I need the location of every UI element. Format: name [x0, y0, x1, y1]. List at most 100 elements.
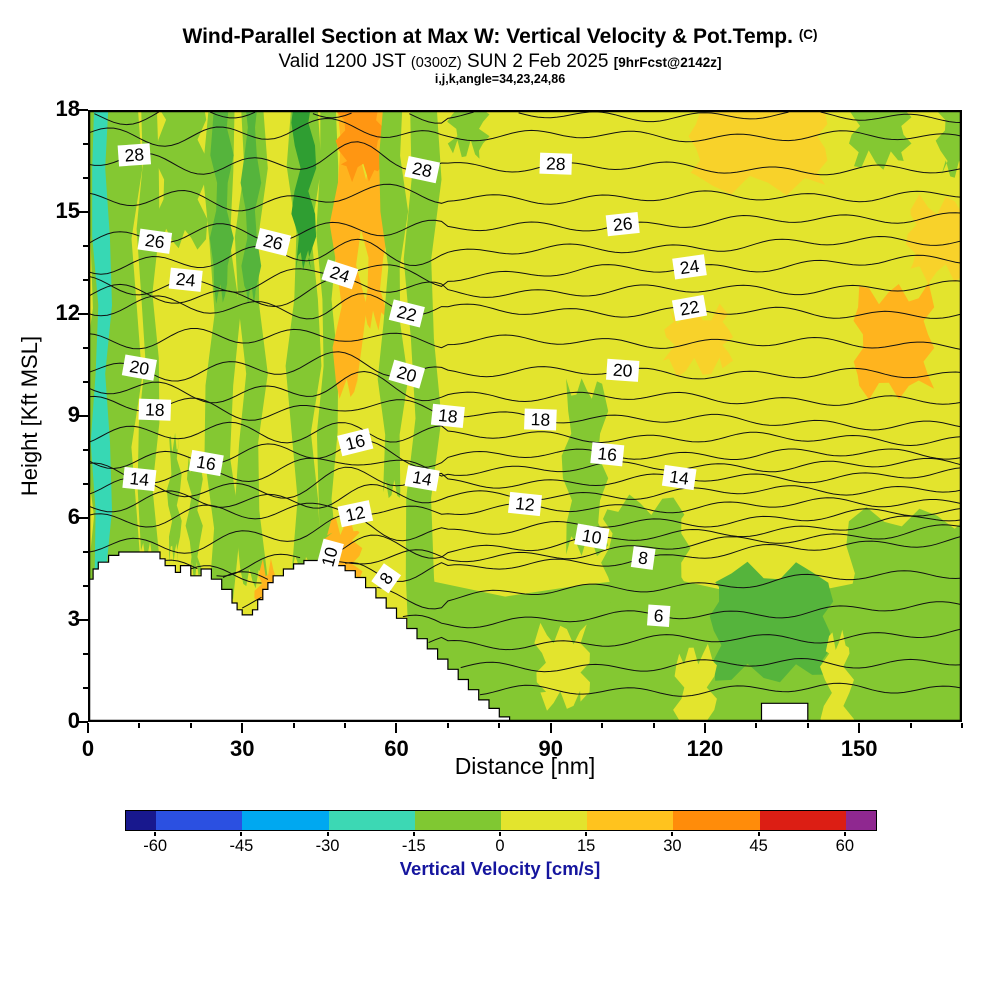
contour-line: [165, 515, 962, 577]
fill-region: [709, 561, 834, 683]
fill-region: [291, 110, 317, 271]
colorbar-segment: [156, 811, 243, 830]
colorbar-tick: [154, 832, 157, 836]
x-tick-label: 60: [384, 736, 409, 761]
colorbar-tick: [499, 832, 501, 836]
colorbar-tick: [843, 832, 846, 836]
svg-text:20: 20: [612, 360, 633, 381]
fill-region: [849, 110, 912, 170]
colorbar-segment: [126, 811, 157, 830]
colorbar-segment: [328, 811, 415, 830]
fill-region: [688, 110, 828, 196]
chart-title-text: Wind-Parallel Section at Max W: Vertical…: [182, 25, 793, 48]
svg-text:14: 14: [668, 466, 690, 489]
y-tick: [78, 415, 88, 417]
y-tick: [83, 687, 88, 689]
fill-region: [154, 110, 208, 250]
svg-text:12: 12: [514, 493, 535, 515]
contour-label: 28: [404, 156, 441, 184]
x-tick: [601, 723, 604, 728]
contour-line: [479, 682, 962, 697]
contour-line: [88, 235, 962, 275]
fill-region: [234, 110, 268, 589]
x-tick: [549, 723, 552, 733]
contour-label: 22: [388, 299, 425, 328]
contour-label: 20: [388, 359, 426, 389]
svg-text:28: 28: [546, 153, 566, 174]
svg-text:10: 10: [580, 525, 603, 548]
colorbar-tick-label: -30: [315, 837, 340, 855]
x-tick-label: 0: [81, 736, 95, 761]
colorbar-segment: [500, 811, 588, 830]
svg-text:22: 22: [678, 296, 701, 319]
colorbar-segment: [414, 811, 501, 830]
svg-text:16: 16: [597, 443, 618, 465]
y-tick: [83, 449, 88, 451]
contour-label: 26: [137, 228, 173, 254]
x-tick: [652, 723, 655, 728]
contour-line: [88, 507, 962, 554]
contour-label: 14: [122, 466, 157, 492]
svg-text:18: 18: [530, 409, 550, 430]
fill-region: [403, 110, 442, 669]
contour-label: 24: [168, 267, 203, 292]
contour-line: [88, 117, 962, 147]
contour-label: 12: [337, 500, 374, 528]
fill-region: [185, 452, 203, 581]
x-tick-label: 30: [229, 736, 255, 761]
y-tick-label: 15: [55, 198, 80, 223]
svg-text:16: 16: [195, 451, 218, 474]
svg-text:26: 26: [144, 230, 166, 253]
x-tick: [292, 723, 295, 728]
contour-label: 20: [606, 358, 640, 382]
colorbar-tick: [326, 832, 329, 836]
contour-line: [88, 440, 962, 470]
valid-time-utc: (0300Z): [410, 55, 462, 71]
colorbar-segment: [759, 811, 846, 830]
contour-label: 16: [188, 449, 224, 477]
x-tick-label: 90: [538, 736, 563, 761]
contour-line: [88, 293, 962, 320]
x-tick: [344, 723, 347, 728]
svg-text:28: 28: [411, 158, 434, 182]
valid-date-text: SUN 2 Feb 2025: [466, 51, 609, 72]
contour-label: 18: [430, 403, 465, 429]
x-tick: [446, 723, 449, 728]
x-tick: [395, 723, 398, 733]
colorbar-tick-label: 15: [576, 837, 596, 855]
svg-text:18: 18: [437, 405, 458, 427]
colorbar-tick-label: 45: [749, 837, 768, 855]
contour-line: [88, 351, 962, 382]
contour-label: 24: [672, 254, 707, 280]
svg-text:26: 26: [612, 213, 633, 235]
y-tick: [83, 381, 88, 383]
fill-region: [905, 194, 962, 284]
x-tick: [806, 723, 809, 728]
contour-label: 16: [590, 442, 625, 467]
x-tick: [755, 723, 758, 728]
contour-label: 8: [630, 546, 656, 570]
y-tick: [78, 211, 88, 213]
chart-title: Wind-Parallel Section at Max W: Vertical…: [0, 25, 1000, 49]
fill-region: [662, 303, 734, 377]
colorbar-tick-label: 0: [495, 837, 505, 855]
y-tick-label: 12: [55, 300, 80, 325]
y-tick: [83, 279, 88, 281]
colorbar-tick-label: 60: [835, 837, 855, 855]
contour-label: 18: [524, 408, 557, 431]
contour-label: 14: [404, 465, 440, 492]
fill-region: [90, 110, 112, 590]
valid-time-text: Valid 1200 JST: [278, 51, 406, 72]
contour-line: [88, 141, 962, 176]
plot-frame: [88, 110, 962, 722]
contour-line: [460, 657, 962, 673]
fill-region: [329, 110, 367, 399]
forecast-info: [9hrFcst@2142z]: [613, 55, 722, 70]
contour-label: 6: [646, 604, 671, 627]
colorbar-tick: [585, 832, 588, 836]
y-tick: [83, 483, 88, 485]
fill-region: [853, 282, 935, 400]
